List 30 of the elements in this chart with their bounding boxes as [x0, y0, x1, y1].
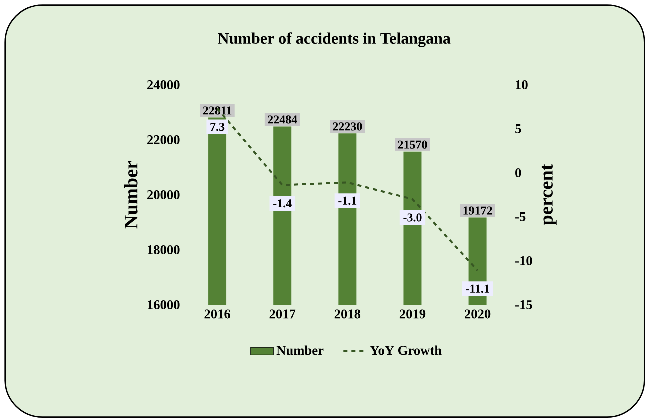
data-label: -3.0: [404, 214, 422, 222]
x-tick-label: 2017: [270, 310, 296, 319]
data-label: -1.4: [274, 200, 292, 208]
y2-tick-label: -10: [516, 256, 532, 266]
y-axis-title: Number: [124, 161, 138, 229]
y2-tick-label: -15: [516, 300, 532, 310]
y2-tick-label: 0: [516, 168, 522, 178]
data-label: 19172: [464, 206, 492, 215]
data-label: 22230: [333, 122, 362, 131]
legend-label: YoY Growth: [370, 346, 442, 356]
y2-tick-label: 5: [516, 124, 522, 134]
x-tick-label: 2018: [334, 310, 361, 319]
data-label: -1.1: [338, 196, 357, 206]
y-tick-label: 18000: [148, 245, 180, 254]
legend-label: Number: [276, 346, 324, 356]
y-tick-label: 16000: [148, 300, 180, 310]
y-tick-label: 20000: [148, 190, 180, 200]
x-tick-label: 2020: [465, 310, 491, 319]
y-tick-label: 24000: [148, 80, 180, 90]
y2-tick-label: 10: [516, 80, 528, 90]
y-tick-label: 22000: [148, 136, 180, 144]
x-tick-label: 2019: [400, 310, 426, 319]
chart-title: Number of accidents in Telangana: [218, 32, 451, 48]
y2-axis-title: percent: [542, 164, 557, 226]
data-label: 21570: [398, 140, 428, 149]
data-label: 22484: [268, 116, 298, 124]
data-label: 7.3: [210, 123, 225, 132]
y2-tick-label: -5: [516, 212, 526, 222]
data-label: -11.1: [466, 284, 490, 294]
x-tick-label: 2016: [204, 310, 230, 319]
